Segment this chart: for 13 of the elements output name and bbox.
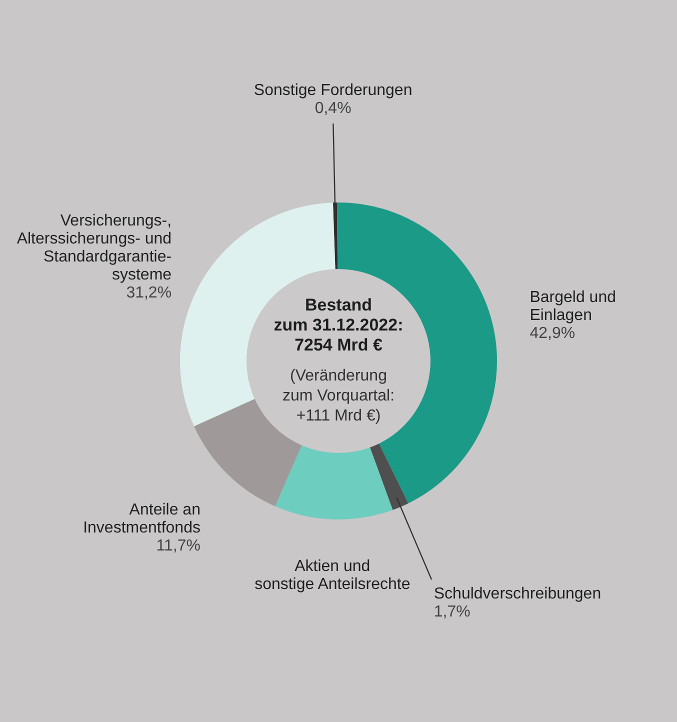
data-label: 42,9% — [530, 325, 576, 342]
text: Bestand zum 31.12.2022: 7254 Mrd € — [274, 296, 404, 355]
slice-label: Schuldverschreibungen — [434, 585, 602, 602]
slice-label: Sonstige Forderungen — [254, 82, 412, 99]
slice-label: Anteile an Investmentfonds — [83, 501, 200, 536]
slice-label: Bargeld und Einlagen — [530, 289, 616, 324]
data-label: 0,4% — [314, 100, 352, 117]
data-label: 31,2% — [126, 284, 172, 302]
slice-label: Versicherungs-, Alterssicherungs- und Standardgarantie- systeme — [16, 212, 172, 284]
data-label: 11,7% — [156, 537, 200, 554]
slice-label: Aktien und sonstige Anteilsrechte — [254, 558, 410, 593]
data-label: 1,7% — [434, 603, 470, 620]
text: (Veränderung zum Vorquartal: +111 Mrd €) — [282, 367, 395, 424]
